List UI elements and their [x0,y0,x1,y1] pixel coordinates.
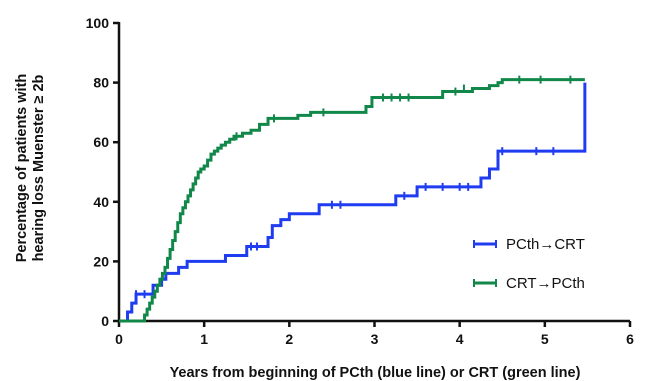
y-tick-label-20: 20 [93,253,109,269]
x-tick-label-4: 4 [456,331,464,347]
x-tick-label-1: 1 [200,331,208,347]
x-tick-label-5: 5 [541,331,549,347]
y-axis-label-line1: Percentage of patients with [14,74,30,263]
legend-label-0: PCth→CRT [506,236,585,253]
x-axis-label: Years from beginning of PCth (blue line)… [170,365,581,381]
x-tick-label-2: 2 [285,331,293,347]
x-tick-label-3: 3 [371,331,379,347]
y-tick-label-60: 60 [93,134,109,150]
y-tick-label-100: 100 [86,15,110,31]
legend-label-1: CRT→PCth [506,275,585,292]
y-tick-label-40: 40 [93,194,109,210]
y-tick-label-80: 80 [93,75,109,91]
y-tick-label-0: 0 [101,313,109,329]
x-tick-label-6: 6 [626,331,634,347]
x-tick-label-0: 0 [115,331,123,347]
legend: PCth→CRT CRT→PCth [474,236,585,292]
y-axis-label-line2: hearing loss Muenster ≥ 2b [31,74,47,261]
y-axis-label: Percentage of patients with hearing loss… [14,74,47,263]
